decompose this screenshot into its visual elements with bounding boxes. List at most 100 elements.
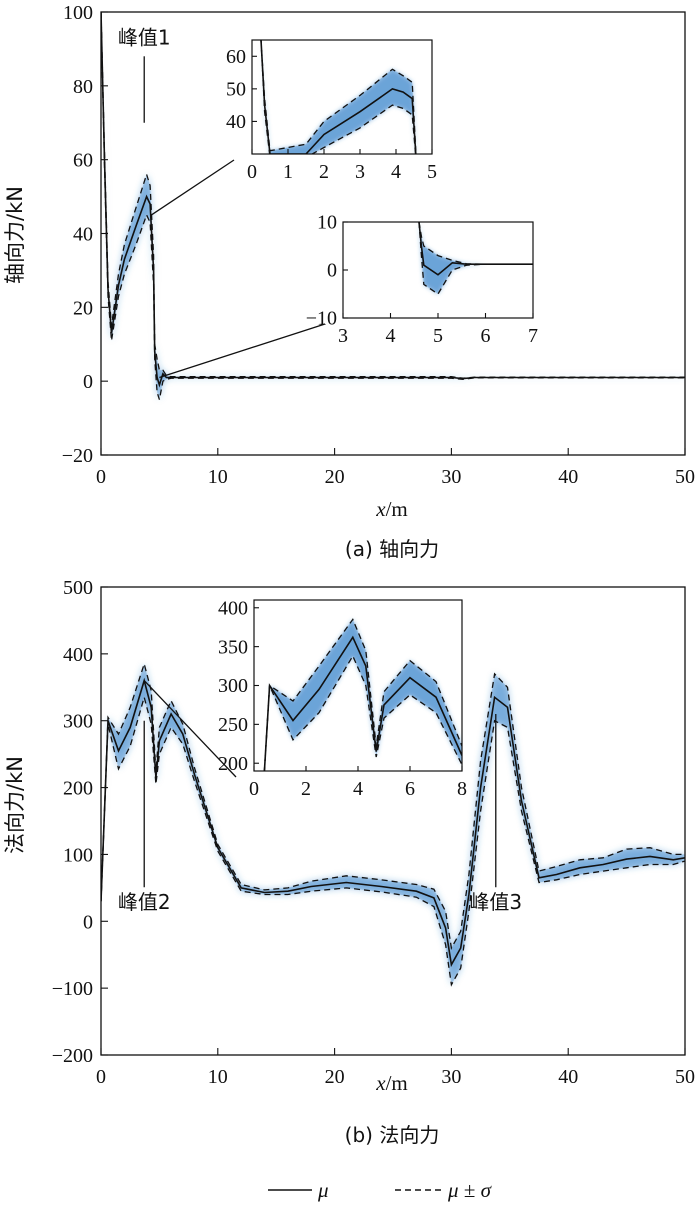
y-tick-label: 100 bbox=[63, 2, 93, 24]
peak-annotation: 峰值2 bbox=[118, 720, 171, 914]
uncertainty-band bbox=[261, 40, 416, 154]
y-tick-label: 200 bbox=[218, 753, 248, 775]
y-tick-label: 0 bbox=[327, 260, 337, 282]
uncertainty-band bbox=[419, 222, 533, 294]
x-tick-label: 10 bbox=[208, 466, 228, 488]
x-axis-label: x/m bbox=[375, 1071, 408, 1095]
x-tick-label: 0 bbox=[96, 466, 106, 488]
zoom-connector bbox=[143, 680, 237, 778]
insets-layer: 0 1 2 3 4 5 40 50 60 3 4 5 6 7 −10 0 10 bbox=[150, 39, 538, 379]
inset-lines-layer bbox=[263, 618, 462, 771]
x-tick-label: 30 bbox=[441, 1066, 461, 1088]
inset-plot: 3 4 5 6 7 −10 0 10 bbox=[159, 212, 538, 379]
y-tick-label: 500 bbox=[63, 577, 93, 599]
inset-frame bbox=[251, 39, 433, 155]
x-tick-label: 5 bbox=[433, 325, 443, 347]
x-axis-label-var: x bbox=[375, 1071, 386, 1095]
y-tick-label: 60 bbox=[73, 150, 93, 172]
y-tick-label: 100 bbox=[63, 844, 93, 866]
legend-band-label: μ ± σ bbox=[447, 1178, 493, 1202]
x-tick-label: 2 bbox=[301, 778, 311, 800]
series-lines bbox=[260, 40, 417, 154]
inset-plot: 0 1 2 3 4 5 40 50 60 bbox=[150, 39, 437, 216]
x-tick-label: 50 bbox=[675, 466, 695, 488]
zoom-connector bbox=[159, 323, 326, 379]
series-lines bbox=[101, 661, 685, 987]
y-tick-label: 400 bbox=[218, 597, 248, 619]
y-tick-label: 40 bbox=[73, 224, 93, 246]
band-core bbox=[419, 222, 533, 294]
y-tick-label: 0 bbox=[83, 371, 93, 393]
inset-ticks: 0 2 4 6 8 200 250 300 350 400 bbox=[218, 597, 467, 800]
inset-lines-layer bbox=[260, 40, 417, 154]
x-tick-label: 6 bbox=[405, 778, 415, 800]
lines-layer bbox=[101, 661, 685, 987]
band-core bbox=[261, 40, 416, 154]
series-mean-line bbox=[101, 12, 685, 388]
series-lower-line bbox=[263, 654, 462, 771]
caption-a: (a) 轴向力 bbox=[345, 537, 439, 561]
x-tick-label: 40 bbox=[558, 466, 578, 488]
series-mean-line bbox=[263, 635, 462, 771]
peak-label: 峰值3 bbox=[469, 890, 522, 914]
zoom-connector bbox=[150, 159, 235, 216]
series-upper-line bbox=[263, 618, 462, 771]
band-glow bbox=[419, 222, 533, 294]
series-mean-line bbox=[418, 222, 533, 276]
x-axis-label-unit: /m bbox=[386, 1071, 408, 1095]
series-lines bbox=[263, 618, 462, 771]
series-mean-line bbox=[101, 677, 685, 968]
peak-label: 峰值2 bbox=[118, 890, 171, 914]
x-tick-label: 4 bbox=[386, 325, 396, 347]
x-tick-label: 20 bbox=[325, 1066, 345, 1088]
caption-b: (b) 法向力 bbox=[345, 1123, 440, 1147]
y-axis-label: 轴向力/kN bbox=[3, 186, 27, 284]
plot-frame bbox=[100, 586, 686, 1056]
y-tick-label: 60 bbox=[226, 46, 246, 68]
y-tick-label: 50 bbox=[226, 79, 246, 101]
x-tick-label: 40 bbox=[558, 1066, 578, 1088]
y-tick-label: 10 bbox=[317, 212, 337, 234]
x-tick-label: 20 bbox=[325, 466, 345, 488]
annotation-layer: 峰值2 峰值3 bbox=[118, 714, 522, 914]
x-axis-label-var: x bbox=[375, 497, 386, 521]
y-tick-label: 20 bbox=[73, 297, 93, 319]
y-tick-label: 200 bbox=[63, 778, 93, 800]
legend-mean-label: μ bbox=[317, 1178, 329, 1202]
series-lines bbox=[101, 12, 685, 400]
inset-band-layer bbox=[419, 222, 533, 294]
x-tick-label: 50 bbox=[675, 1066, 695, 1088]
peak-label: 峰值1 bbox=[118, 25, 171, 49]
x-tick-label: 3 bbox=[355, 161, 365, 183]
inset-ticks: 3 4 5 6 7 −10 0 10 bbox=[306, 212, 538, 347]
x-tick-label: 4 bbox=[391, 161, 401, 183]
y-tick-label: −10 bbox=[306, 308, 337, 330]
x-tick-label: 0 bbox=[249, 778, 259, 800]
inset-plot: 0 2 4 6 8 200 250 300 350 400 bbox=[143, 597, 467, 800]
legend: μ μ ± σ bbox=[268, 1178, 493, 1202]
peak-annotation: 峰值1 bbox=[118, 25, 171, 123]
x-tick-label: 6 bbox=[481, 325, 491, 347]
inset-lines-layer bbox=[418, 222, 533, 295]
y-tick-label: −20 bbox=[62, 445, 93, 467]
x-tick-label: 0 bbox=[96, 1066, 106, 1088]
x-tick-label: 7 bbox=[528, 325, 538, 347]
lines-layer bbox=[101, 12, 685, 400]
y-tick-label: 0 bbox=[83, 911, 93, 933]
peak-annotation: 峰值3 bbox=[469, 714, 522, 914]
y-tick-label: 300 bbox=[63, 711, 93, 733]
band-core bbox=[264, 619, 462, 771]
inset-band-layer bbox=[264, 619, 462, 771]
y-tick-label: 400 bbox=[63, 644, 93, 666]
y-tick-label: 300 bbox=[218, 675, 248, 697]
y-tick-label: 350 bbox=[218, 636, 248, 658]
x-tick-label: 3 bbox=[338, 325, 348, 347]
x-tick-label: 30 bbox=[441, 466, 461, 488]
series-lower-line bbox=[101, 694, 685, 987]
x-tick-label: 1 bbox=[283, 161, 293, 183]
inset-band-layer bbox=[261, 40, 416, 154]
x-tick-label: 0 bbox=[247, 161, 257, 183]
